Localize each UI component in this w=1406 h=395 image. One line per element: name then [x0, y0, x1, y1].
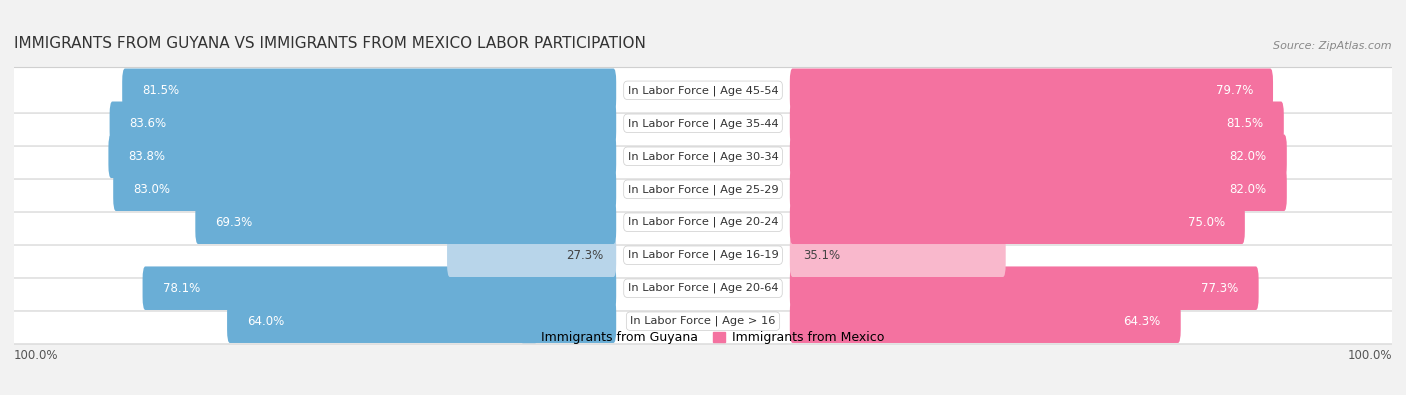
Text: IMMIGRANTS FROM GUYANA VS IMMIGRANTS FROM MEXICO LABOR PARTICIPATION: IMMIGRANTS FROM GUYANA VS IMMIGRANTS FRO…	[14, 36, 645, 51]
FancyBboxPatch shape	[790, 134, 1286, 178]
FancyBboxPatch shape	[122, 68, 616, 112]
Text: 81.5%: 81.5%	[142, 84, 180, 97]
FancyBboxPatch shape	[790, 68, 1272, 112]
Text: In Labor Force | Age 30-34: In Labor Force | Age 30-34	[627, 151, 779, 162]
Text: Source: ZipAtlas.com: Source: ZipAtlas.com	[1274, 41, 1392, 51]
Text: 100.0%: 100.0%	[1347, 349, 1392, 362]
FancyBboxPatch shape	[6, 265, 1400, 311]
Text: 77.3%: 77.3%	[1201, 282, 1239, 295]
FancyBboxPatch shape	[790, 299, 1181, 343]
FancyBboxPatch shape	[142, 267, 616, 310]
Text: 69.3%: 69.3%	[215, 216, 253, 229]
Text: 82.0%: 82.0%	[1230, 183, 1267, 196]
FancyBboxPatch shape	[6, 134, 1400, 179]
FancyBboxPatch shape	[790, 201, 1244, 244]
Text: 78.1%: 78.1%	[163, 282, 200, 295]
Text: In Labor Force | Age 25-29: In Labor Force | Age 25-29	[627, 184, 779, 194]
FancyBboxPatch shape	[228, 299, 616, 343]
Text: In Labor Force | Age 20-64: In Labor Force | Age 20-64	[627, 283, 779, 293]
FancyBboxPatch shape	[6, 299, 1400, 344]
FancyBboxPatch shape	[108, 134, 616, 178]
FancyBboxPatch shape	[6, 166, 1400, 212]
Text: In Labor Force | Age 45-54: In Labor Force | Age 45-54	[627, 85, 779, 96]
FancyBboxPatch shape	[6, 233, 1400, 278]
Text: 35.1%: 35.1%	[803, 249, 839, 262]
Text: 81.5%: 81.5%	[1226, 117, 1264, 130]
FancyBboxPatch shape	[6, 68, 1400, 113]
FancyBboxPatch shape	[110, 102, 616, 145]
FancyBboxPatch shape	[790, 167, 1286, 211]
Legend: Immigrants from Guyana, Immigrants from Mexico: Immigrants from Guyana, Immigrants from …	[522, 331, 884, 344]
FancyBboxPatch shape	[790, 102, 1284, 145]
FancyBboxPatch shape	[195, 201, 616, 244]
Text: 83.8%: 83.8%	[128, 150, 166, 163]
Text: 100.0%: 100.0%	[14, 349, 59, 362]
Text: 75.0%: 75.0%	[1188, 216, 1225, 229]
Text: 79.7%: 79.7%	[1216, 84, 1253, 97]
FancyBboxPatch shape	[114, 167, 616, 211]
Text: In Labor Force | Age > 16: In Labor Force | Age > 16	[630, 316, 776, 326]
Text: 83.6%: 83.6%	[129, 117, 167, 130]
Text: 64.3%: 64.3%	[1123, 315, 1161, 328]
Text: In Labor Force | Age 16-19: In Labor Force | Age 16-19	[627, 250, 779, 260]
Text: 64.0%: 64.0%	[247, 315, 284, 328]
Text: 83.0%: 83.0%	[134, 183, 170, 196]
Text: 27.3%: 27.3%	[565, 249, 603, 262]
Text: In Labor Force | Age 35-44: In Labor Force | Age 35-44	[627, 118, 779, 128]
FancyBboxPatch shape	[447, 233, 616, 277]
Text: In Labor Force | Age 20-24: In Labor Force | Age 20-24	[627, 217, 779, 228]
FancyBboxPatch shape	[790, 233, 1005, 277]
FancyBboxPatch shape	[6, 100, 1400, 146]
FancyBboxPatch shape	[6, 199, 1400, 245]
Text: 82.0%: 82.0%	[1230, 150, 1267, 163]
FancyBboxPatch shape	[790, 267, 1258, 310]
